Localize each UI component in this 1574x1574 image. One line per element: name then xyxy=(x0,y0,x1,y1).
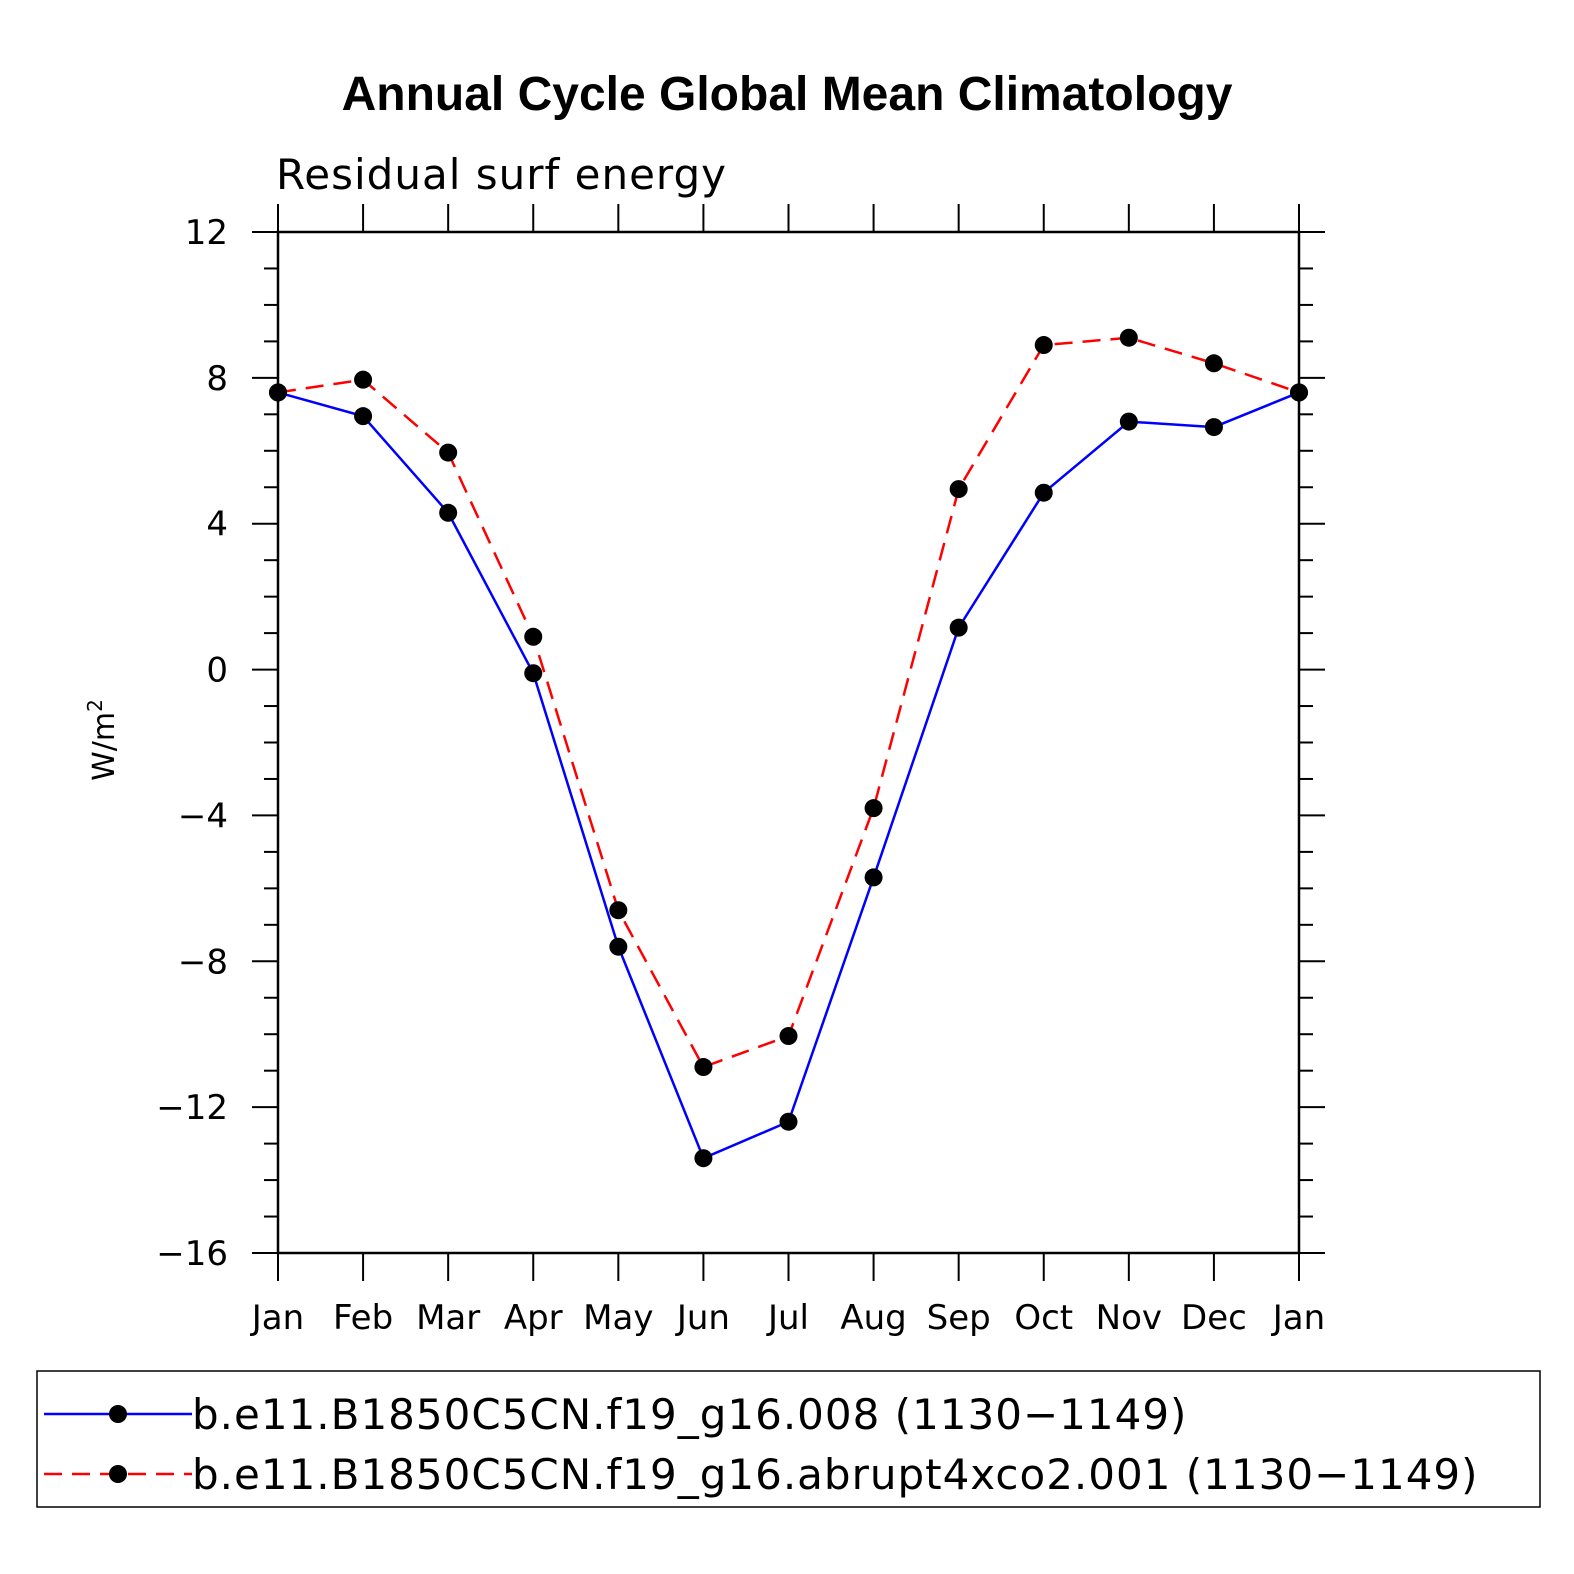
data-point xyxy=(439,443,458,462)
x-tick-label: Feb xyxy=(333,1298,393,1338)
x-tick-label: Oct xyxy=(1014,1298,1073,1338)
y-tick-label: −4 xyxy=(178,796,228,836)
x-tick-label: Apr xyxy=(504,1298,563,1338)
y-tick-label: −12 xyxy=(156,1088,228,1128)
legend-marker xyxy=(109,1405,127,1423)
data-point xyxy=(694,1149,713,1168)
data-point xyxy=(694,1058,713,1077)
x-tick-label: Jan xyxy=(250,1298,304,1338)
data-point xyxy=(1119,412,1138,431)
legend-box xyxy=(36,1370,1541,1508)
data-point xyxy=(1119,328,1138,347)
plot-frame xyxy=(276,230,1301,1255)
y-tick-label: −8 xyxy=(178,942,228,982)
y-tick-label: 8 xyxy=(206,359,228,399)
data-point xyxy=(269,383,287,402)
data-point xyxy=(1290,383,1308,402)
legend: b.e11.B1850C5CN.f19_g16.008 (1130−1149) b… xyxy=(36,1370,1541,1508)
data-point xyxy=(524,627,543,646)
x-tick-label: Nov xyxy=(1096,1298,1162,1338)
data-point xyxy=(1204,354,1223,373)
data-point xyxy=(864,799,883,818)
y-tick-label: 12 xyxy=(185,213,228,253)
series-layer xyxy=(269,328,1308,1168)
x-tick-label: May xyxy=(583,1298,653,1338)
chart-subtitle: Residual surf energy xyxy=(276,150,727,199)
data-point xyxy=(609,937,628,956)
data-point xyxy=(354,370,373,389)
plot-axes: 12 8 4 0 −4 −8 −12 −16 Jan Feb Mar Apr May Jun Jul Aug S… xyxy=(156,204,1325,1338)
data-point xyxy=(354,407,373,426)
y-tick-label: 0 xyxy=(206,651,228,691)
data-point xyxy=(949,618,968,637)
chart-title: Annual Cycle Global Mean Climatology xyxy=(342,68,1233,121)
series-line xyxy=(277,336,1300,1069)
data-point xyxy=(864,868,883,887)
data-point xyxy=(949,480,968,499)
x-tick-label: Jun xyxy=(675,1298,730,1338)
legend-marker xyxy=(109,1465,127,1483)
y-axis-label: W/m2 xyxy=(83,699,122,781)
data-point xyxy=(1034,483,1053,502)
x-tick-label: Dec xyxy=(1181,1298,1247,1338)
x-tick-label: Jul xyxy=(766,1298,809,1338)
x-tick-label: Mar xyxy=(416,1298,480,1338)
legend-label: b.e11.B1850C5CN.f19_g16.008 (1130−1149) xyxy=(192,1390,1187,1439)
data-point xyxy=(524,664,543,683)
y-axis-label-unit: W/m xyxy=(87,712,122,781)
x-tick-label: Sep xyxy=(927,1298,991,1338)
data-point xyxy=(609,901,628,920)
data-point xyxy=(439,503,458,522)
x-tick-label: Jan xyxy=(1271,1298,1325,1338)
data-point xyxy=(779,1112,798,1131)
data-point xyxy=(1204,418,1223,437)
data-point xyxy=(1034,336,1053,355)
y-axis-label-superscript: 2 xyxy=(83,699,107,712)
legend-label: b.e11.B1850C5CN.f19_g16.abrupt4xco2.001 … xyxy=(192,1450,1479,1499)
data-point xyxy=(779,1027,798,1046)
x-tick-label: Aug xyxy=(840,1298,906,1338)
y-tick-label: −16 xyxy=(156,1234,228,1274)
y-tick-label: 4 xyxy=(206,505,228,545)
